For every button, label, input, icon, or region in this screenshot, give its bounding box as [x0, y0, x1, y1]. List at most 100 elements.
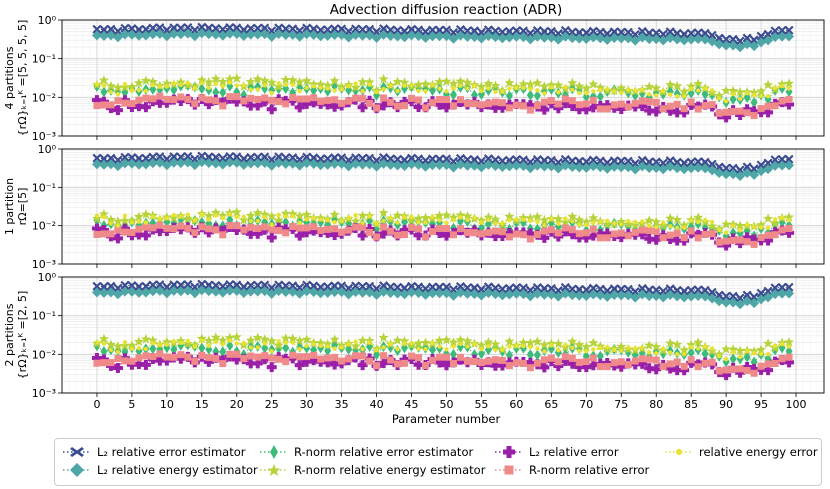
data-point	[539, 104, 550, 115]
data-point	[407, 24, 417, 34]
data-point	[612, 89, 617, 94]
data-point	[108, 347, 114, 353]
data-point	[679, 365, 690, 376]
data-point	[714, 349, 725, 359]
data-point	[162, 154, 172, 164]
data-point	[240, 355, 248, 363]
data-point	[567, 229, 578, 240]
data-point	[702, 217, 708, 223]
data-point	[591, 347, 596, 352]
data-point	[651, 28, 661, 38]
data-point	[149, 343, 157, 355]
data-point	[707, 159, 717, 169]
data-point	[525, 157, 535, 167]
data-point	[661, 88, 666, 94]
data-point	[777, 160, 788, 171]
data-point	[364, 76, 375, 87]
data-point	[630, 219, 641, 230]
data-point	[778, 355, 786, 363]
data-point	[259, 209, 270, 219]
data-point	[644, 233, 655, 244]
data-point	[105, 30, 116, 41]
data-point	[309, 24, 319, 34]
data-point	[245, 358, 256, 369]
data-point	[654, 351, 659, 356]
data-point	[497, 162, 508, 173]
series-r_err	[93, 221, 793, 248]
data-point	[253, 23, 263, 33]
data-point	[114, 226, 122, 234]
data-point	[609, 33, 620, 44]
data-point	[378, 286, 389, 297]
data-point	[756, 294, 767, 305]
data-point	[437, 86, 442, 91]
data-point	[247, 223, 255, 231]
data-point	[353, 213, 358, 218]
data-point	[233, 93, 241, 101]
data-point	[553, 285, 563, 295]
data-point	[708, 101, 716, 109]
data-point	[455, 210, 466, 220]
data-point	[332, 88, 337, 93]
data-point	[112, 233, 123, 244]
data-point	[115, 223, 121, 228]
data-point	[122, 213, 128, 219]
data-point	[420, 289, 431, 300]
y-tick-label: 10⁻¹	[32, 53, 56, 66]
data-point	[765, 351, 771, 357]
data-point	[616, 361, 627, 372]
data-point	[204, 280, 214, 290]
data-point	[365, 281, 375, 291]
data-point	[574, 290, 585, 301]
data-point	[378, 73, 389, 84]
data-point	[700, 157, 710, 167]
data-point	[730, 223, 736, 228]
data-point	[504, 227, 515, 238]
x-tick-label: 45	[405, 398, 419, 411]
data-point	[147, 29, 158, 40]
data-point	[771, 102, 779, 110]
data-point	[210, 332, 221, 342]
data-point	[651, 106, 662, 117]
data-point	[239, 282, 249, 292]
data-point	[630, 29, 640, 39]
data-point	[295, 26, 305, 36]
data-point	[304, 217, 309, 222]
data-point	[638, 355, 646, 363]
data-point	[322, 30, 333, 41]
data-point	[441, 334, 452, 345]
data-point	[178, 340, 184, 346]
data-point	[210, 29, 221, 40]
data-point	[329, 334, 340, 344]
data-point	[150, 340, 156, 346]
data-point	[128, 100, 136, 108]
data-point	[338, 99, 346, 107]
data-point	[147, 335, 158, 345]
data-point	[568, 97, 576, 105]
data-point	[616, 216, 627, 227]
data-point	[350, 216, 361, 226]
data-point	[476, 156, 486, 166]
data-point	[504, 32, 515, 43]
data-point	[687, 347, 695, 359]
data-point	[185, 212, 191, 217]
data-point	[190, 154, 200, 164]
data-point	[409, 214, 414, 219]
data-point	[681, 225, 687, 231]
data-point	[444, 89, 449, 94]
data-point	[374, 221, 379, 226]
data-point	[168, 157, 179, 168]
data-point	[672, 157, 682, 167]
data-point	[287, 29, 298, 40]
data-point	[252, 158, 263, 169]
data-point	[218, 281, 228, 291]
data-point	[261, 94, 269, 102]
data-point	[549, 343, 554, 348]
data-point	[346, 341, 351, 347]
data-point	[170, 96, 178, 104]
data-point	[310, 351, 318, 359]
legend-label: L₂ relative error	[529, 445, 619, 459]
data-point	[350, 287, 361, 298]
data-point	[640, 87, 645, 93]
data-point	[420, 161, 431, 172]
